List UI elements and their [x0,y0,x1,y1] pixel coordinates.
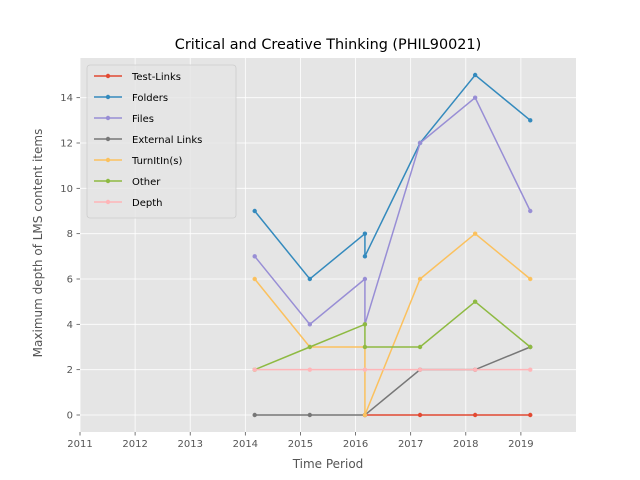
x-tick-label: 2018 [453,439,478,450]
chart-title: Critical and Creative Thinking (PHIL9002… [175,37,481,53]
data-point [307,344,313,350]
data-point [252,276,257,282]
data-point [417,344,423,350]
data-point [472,231,478,236]
data-point [307,322,313,327]
data-point [528,118,533,123]
series-line-external-links [254,346,531,416]
data-point [307,276,313,282]
x-tick-label: 2019 [508,439,533,450]
data-point [252,412,257,418]
legend: Test-Links Folders Files External Links Turn… [86,64,237,219]
legend-marker [105,199,111,205]
series-other [252,299,533,372]
y-tick-label: 8 [67,229,73,240]
x-axis-label: Time Period [292,457,364,471]
data-point [362,231,368,236]
legend-marker [105,73,111,79]
data-point [362,412,368,418]
legend-label: Folders [132,93,168,104]
legend-marker [105,136,111,142]
data-point [362,254,368,259]
legend-label: TurnItIn(s) [131,156,182,167]
x-tick-label: 2015 [288,439,313,450]
data-point [417,367,423,372]
data-point [307,367,313,372]
x-tick-label: 2011 [67,439,92,450]
data-point [362,367,368,372]
x-tick-label: 2017 [398,439,423,450]
y-tick-label: 6 [67,275,73,286]
data-point [252,367,257,372]
x-tick-label: 2016 [343,439,368,450]
data-point [417,412,423,418]
legend-marker [105,115,111,121]
legend-label: Other [132,177,161,188]
legend-marker [105,94,111,100]
y-axis-label: Maximum depth of LMS content items [31,129,45,358]
data-point [307,412,313,418]
data-point [472,95,478,100]
data-point [472,367,478,372]
series-folders [252,72,533,282]
data-point [252,254,257,259]
legend-label: Files [132,114,154,125]
data-point [417,276,423,282]
legend-label: Depth [132,198,162,209]
data-point [528,208,533,214]
x-tick-label: 2013 [177,439,202,450]
y-tick-label: 2 [67,365,73,376]
data-point [252,208,257,214]
legend-label: Test-Links [131,72,181,83]
series-depth [252,367,533,372]
x-tick-label: 2012 [122,439,147,450]
data-point [528,367,533,372]
legend-marker [105,178,111,184]
data-point [362,276,368,282]
data-point [472,72,478,78]
y-tick-label: 10 [60,184,73,195]
y-tick-label: 14 [60,93,73,104]
legend-marker [105,157,111,163]
data-point [528,344,533,350]
y-tick-label: 4 [67,320,73,331]
legend-box [86,64,237,219]
y-tick-label: 12 [60,139,73,150]
data-point [528,412,533,418]
data-point [472,299,478,304]
legend-label: External Links [132,135,202,146]
data-point [417,140,423,146]
data-point [362,344,368,350]
data-point [472,412,478,418]
x-tick-label: 2014 [233,439,258,450]
data-point [362,322,368,327]
y-tick-label: 0 [67,411,73,422]
data-point [528,276,533,282]
